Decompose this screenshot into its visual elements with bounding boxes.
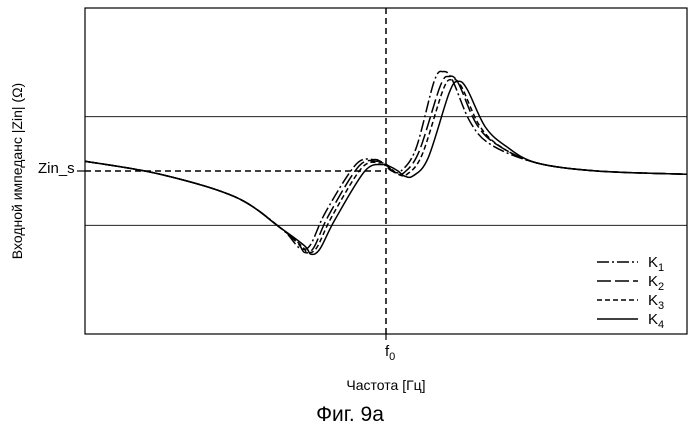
legend-label-sub: 2 <box>658 281 664 293</box>
legend: K1K2K3K4 <box>597 254 664 331</box>
marker-lines <box>77 8 386 340</box>
legend-label-k2: K2 <box>648 273 664 293</box>
legend-label-k3: K3 <box>648 292 664 312</box>
x-axis-label: Частота [Гц] <box>346 377 425 393</box>
x-marker-label-sub: 0 <box>389 351 395 363</box>
figure-caption: Фиг. 9a <box>316 403 384 426</box>
legend-label-main: K <box>648 254 658 271</box>
legend-label-sub: 4 <box>658 319 664 331</box>
legend-label-k4: K4 <box>648 311 664 331</box>
legend-label-main: K <box>648 311 658 328</box>
x-marker-label: f0 <box>385 343 395 363</box>
y-marker-label: Zin_s <box>38 160 75 177</box>
legend-label-main: K <box>648 292 658 309</box>
y-axis-label: Входной импеданс |Zin| (Ω) <box>9 83 25 259</box>
legend-label-k1: K1 <box>648 254 664 274</box>
legend-label-main: K <box>648 273 658 290</box>
legend-label-sub: 1 <box>658 262 664 274</box>
legend-label-sub: 3 <box>658 300 664 312</box>
